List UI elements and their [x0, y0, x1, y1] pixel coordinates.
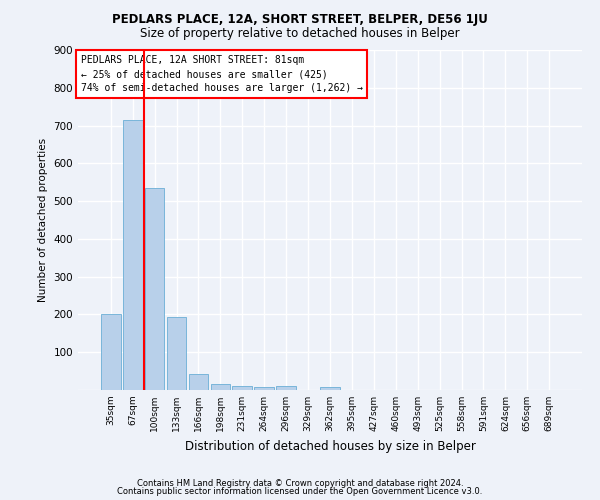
Text: PEDLARS PLACE, 12A, SHORT STREET, BELPER, DE56 1JU: PEDLARS PLACE, 12A, SHORT STREET, BELPER… [112, 12, 488, 26]
Bar [211, 384, 230, 390]
Bar [101, 314, 121, 390]
Text: Size of property relative to detached houses in Belper: Size of property relative to detached ho… [140, 28, 460, 40]
X-axis label: Distribution of detached houses by size in Belper: Distribution of detached houses by size … [185, 440, 475, 452]
Bar [276, 386, 296, 390]
Y-axis label: Number of detached properties: Number of detached properties [38, 138, 48, 302]
Bar [320, 387, 340, 390]
Bar [167, 317, 187, 390]
Text: Contains public sector information licensed under the Open Government Licence v3: Contains public sector information licen… [118, 487, 482, 496]
Bar [188, 374, 208, 390]
Bar [232, 386, 252, 390]
Text: PEDLARS PLACE, 12A SHORT STREET: 81sqm
← 25% of detached houses are smaller (425: PEDLARS PLACE, 12A SHORT STREET: 81sqm ←… [80, 55, 362, 93]
Bar [254, 388, 274, 390]
Text: Contains HM Land Registry data © Crown copyright and database right 2024.: Contains HM Land Registry data © Crown c… [137, 478, 463, 488]
Bar [145, 188, 164, 390]
Bar [123, 120, 143, 390]
